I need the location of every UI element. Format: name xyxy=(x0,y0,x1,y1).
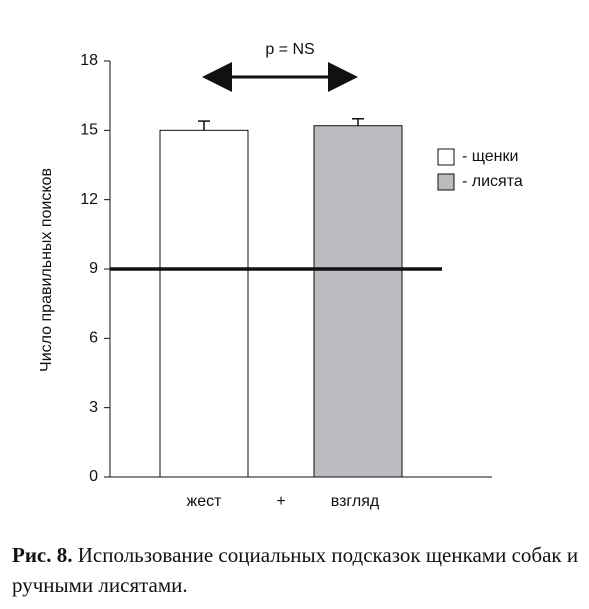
y-tick-label: 9 xyxy=(89,260,98,277)
y-tick-label: 15 xyxy=(80,122,98,139)
y-tick-label: 12 xyxy=(80,191,98,208)
y-tick-label: 3 xyxy=(89,399,98,416)
annotation: p = NS xyxy=(265,41,314,58)
bar xyxy=(159,129,249,478)
y-tick-label: 6 xyxy=(89,330,98,347)
chart: Число правильных поисков p = NS 0 3 6 9 12 15… xyxy=(38,41,523,510)
caption-text: Использование социальных подсказок щенка… xyxy=(12,543,579,597)
y-tick-label: 0 xyxy=(89,468,98,485)
x-label: жест xyxy=(187,493,223,510)
legend-swatch xyxy=(437,173,455,191)
legend-label: - лисята xyxy=(462,173,523,190)
x-label: взгляд xyxy=(331,493,380,510)
bar xyxy=(313,125,403,478)
legend-label: - щенки xyxy=(462,148,518,165)
caption: Рис. 8. Использование социальных подсказ… xyxy=(12,540,582,600)
y-tick-label: 18 xyxy=(80,52,98,69)
y-axis-title: Число правильных поисков xyxy=(38,168,55,372)
x-label: + xyxy=(276,493,285,510)
legend-swatch xyxy=(437,148,455,166)
caption-label: Рис. 8. xyxy=(12,543,73,567)
